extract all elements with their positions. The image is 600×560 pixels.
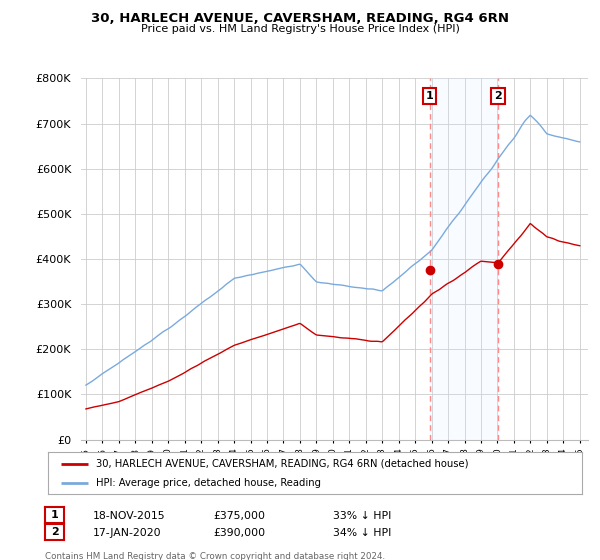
Text: Price paid vs. HM Land Registry's House Price Index (HPI): Price paid vs. HM Land Registry's House … xyxy=(140,24,460,34)
Text: £375,000: £375,000 xyxy=(213,511,265,521)
Text: 2: 2 xyxy=(494,91,502,101)
Text: 1: 1 xyxy=(51,510,58,520)
Bar xyxy=(430,78,498,440)
Text: 2: 2 xyxy=(51,527,58,537)
Text: 17-JAN-2020: 17-JAN-2020 xyxy=(93,528,161,538)
Text: £390,000: £390,000 xyxy=(213,528,265,538)
Text: 34% ↓ HPI: 34% ↓ HPI xyxy=(333,528,391,538)
Text: HPI: Average price, detached house, Reading: HPI: Average price, detached house, Read… xyxy=(96,478,321,488)
Text: 18-NOV-2015: 18-NOV-2015 xyxy=(93,511,166,521)
Text: 33% ↓ HPI: 33% ↓ HPI xyxy=(333,511,391,521)
Text: 30, HARLECH AVENUE, CAVERSHAM, READING, RG4 6RN: 30, HARLECH AVENUE, CAVERSHAM, READING, … xyxy=(91,12,509,25)
Text: 1: 1 xyxy=(426,91,434,101)
Text: 30, HARLECH AVENUE, CAVERSHAM, READING, RG4 6RN (detached house): 30, HARLECH AVENUE, CAVERSHAM, READING, … xyxy=(96,459,469,469)
Text: Contains HM Land Registry data © Crown copyright and database right 2024.
This d: Contains HM Land Registry data © Crown c… xyxy=(45,552,385,560)
